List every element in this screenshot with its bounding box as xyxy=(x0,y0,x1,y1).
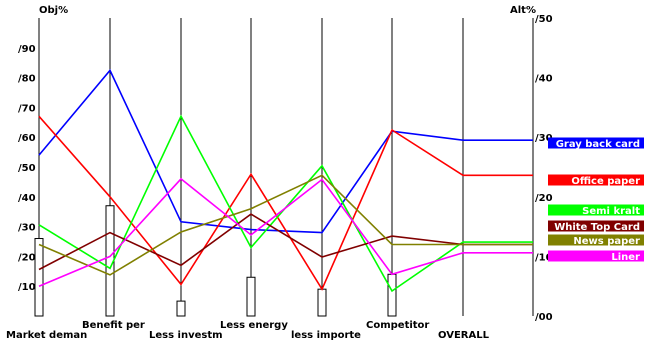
criterion-label: Less energy xyxy=(220,320,288,331)
series-line xyxy=(38,115,533,291)
left-tick-label: /30 xyxy=(18,223,36,234)
legend-swatch xyxy=(548,204,644,216)
legend-item: White Top Card xyxy=(548,220,644,233)
weight-bar xyxy=(176,300,186,317)
right-tick-label: /30 xyxy=(535,133,553,144)
weight-bar xyxy=(317,288,327,317)
left-tick-label: /60 xyxy=(18,133,36,144)
series-line xyxy=(38,213,533,271)
legend-item: Liner xyxy=(548,250,644,263)
legend-swatch xyxy=(548,174,644,186)
left-tick-label: /80 xyxy=(18,74,36,85)
series-line xyxy=(38,177,533,287)
criterion-label: Competitor xyxy=(366,320,429,331)
alternative-lines xyxy=(38,68,533,293)
legend-label: News paper xyxy=(573,236,640,247)
legend-item: Office paper xyxy=(548,174,644,187)
criterion-label: less importe xyxy=(291,330,361,340)
legend-swatch xyxy=(548,250,644,262)
right-tick-label: /00 xyxy=(535,312,553,323)
legend-label: White Top Card xyxy=(554,222,640,233)
criterion-label: Less investm xyxy=(149,330,223,340)
legend: Gray back card Office paper Semi kralt Whit… xyxy=(548,137,644,263)
left-tick-label: /10 xyxy=(18,282,36,293)
left-axis-ticks: /10/20/30/40/50/60/70/80/90 xyxy=(18,44,36,293)
right-tick-label: /50 xyxy=(535,14,553,25)
right-axis-title: Alt% xyxy=(510,5,536,16)
right-tick-label: /40 xyxy=(535,74,553,85)
legend-label: Office paper xyxy=(571,176,640,187)
series-line xyxy=(38,174,533,276)
legend-swatch xyxy=(548,220,644,232)
left-tick-label: /70 xyxy=(18,103,36,114)
right-tick-label: /10 xyxy=(535,252,553,263)
right-tick-label: /20 xyxy=(535,193,553,204)
criterion-label: Market deman xyxy=(6,330,87,340)
left-tick-label: /90 xyxy=(18,44,36,55)
left-axis-title: Obj% xyxy=(39,5,68,16)
left-tick-label: /40 xyxy=(18,193,36,204)
legend-label: Semi kralt xyxy=(582,206,640,217)
legend-label: Liner xyxy=(611,252,640,263)
criterion-label: Benefit per xyxy=(82,320,145,331)
legend-item: News paper xyxy=(548,234,644,247)
legend-item: Gray back card xyxy=(548,137,644,150)
weight-bar xyxy=(246,276,256,317)
right-axis-ticks: /00/10/20/30/40/50 xyxy=(535,14,553,323)
legend-swatch xyxy=(548,137,644,149)
legend-label: Gray back card xyxy=(556,139,640,150)
legend-swatch xyxy=(548,234,644,246)
legend-item: Semi kralt xyxy=(548,204,644,217)
left-tick-label: /20 xyxy=(18,252,36,263)
criterion-label: OVERALL xyxy=(438,330,490,340)
left-tick-label: /50 xyxy=(18,163,36,174)
weight-bar xyxy=(387,273,397,317)
weight-bar xyxy=(34,238,44,317)
weight-bars xyxy=(34,205,397,317)
